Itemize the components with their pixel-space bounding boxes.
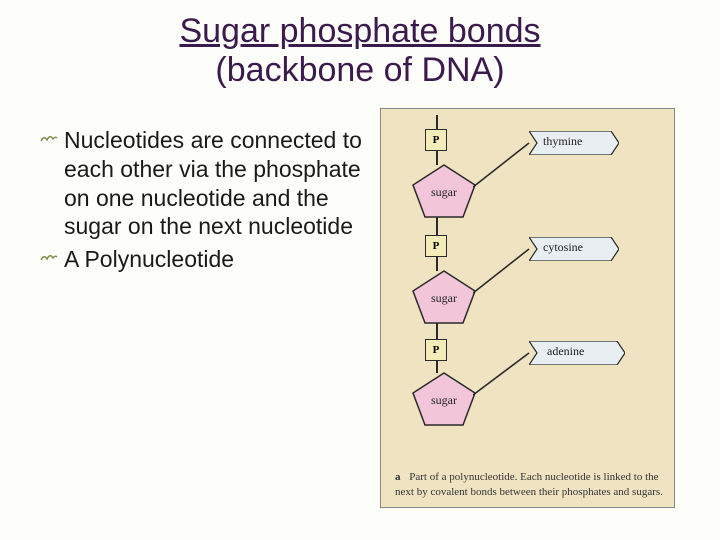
diagram-background: P P P sugar sugar sugar [380, 108, 675, 508]
phosphate: P [425, 129, 447, 151]
list-item: A Polynucleotide [40, 245, 370, 274]
title-line-2: (backbone of DNA) [0, 51, 720, 90]
base-connector [473, 243, 531, 301]
sugar-pentagon: sugar [409, 163, 479, 221]
base-shape: cytosine [529, 237, 619, 261]
base-shape: thymine [529, 131, 619, 155]
caption-lead: a [395, 471, 401, 483]
sugar-label: sugar [409, 291, 479, 306]
bullet-text: A Polynucleotide [64, 245, 234, 274]
diagram-caption: a Part of a polynucleotide. Each nucleot… [395, 470, 664, 499]
slide-title: Sugar phosphate bonds (backbone of DNA) [0, 0, 720, 98]
content-area: Nucleotides are connected to each other … [0, 98, 720, 508]
bullet-text: Nucleotides are connected to each other … [64, 126, 370, 241]
base-label: cytosine [543, 240, 583, 255]
base-shape: adenine [529, 341, 625, 365]
base-connector [473, 137, 531, 195]
sugar-pentagon: sugar [409, 371, 479, 429]
diagram-panel: P P P sugar sugar sugar [380, 108, 690, 508]
sugar-label: sugar [409, 185, 479, 200]
list-item: Nucleotides are connected to each other … [40, 126, 370, 241]
phosphate: P [425, 339, 447, 361]
base-label: adenine [547, 344, 584, 359]
bullet-icon [40, 245, 64, 274]
backbone-segment [436, 115, 438, 129]
sugar-pentagon: sugar [409, 269, 479, 327]
caption-text: Part of a polynucleotide. Each nucleotid… [395, 471, 663, 497]
base-label: thymine [543, 134, 582, 149]
bullet-icon [40, 126, 64, 241]
bullet-list: Nucleotides are connected to each other … [40, 108, 370, 508]
base-connector [473, 347, 531, 403]
title-line-1: Sugar phosphate bonds [0, 12, 720, 51]
phosphate: P [425, 235, 447, 257]
sugar-label: sugar [409, 393, 479, 408]
